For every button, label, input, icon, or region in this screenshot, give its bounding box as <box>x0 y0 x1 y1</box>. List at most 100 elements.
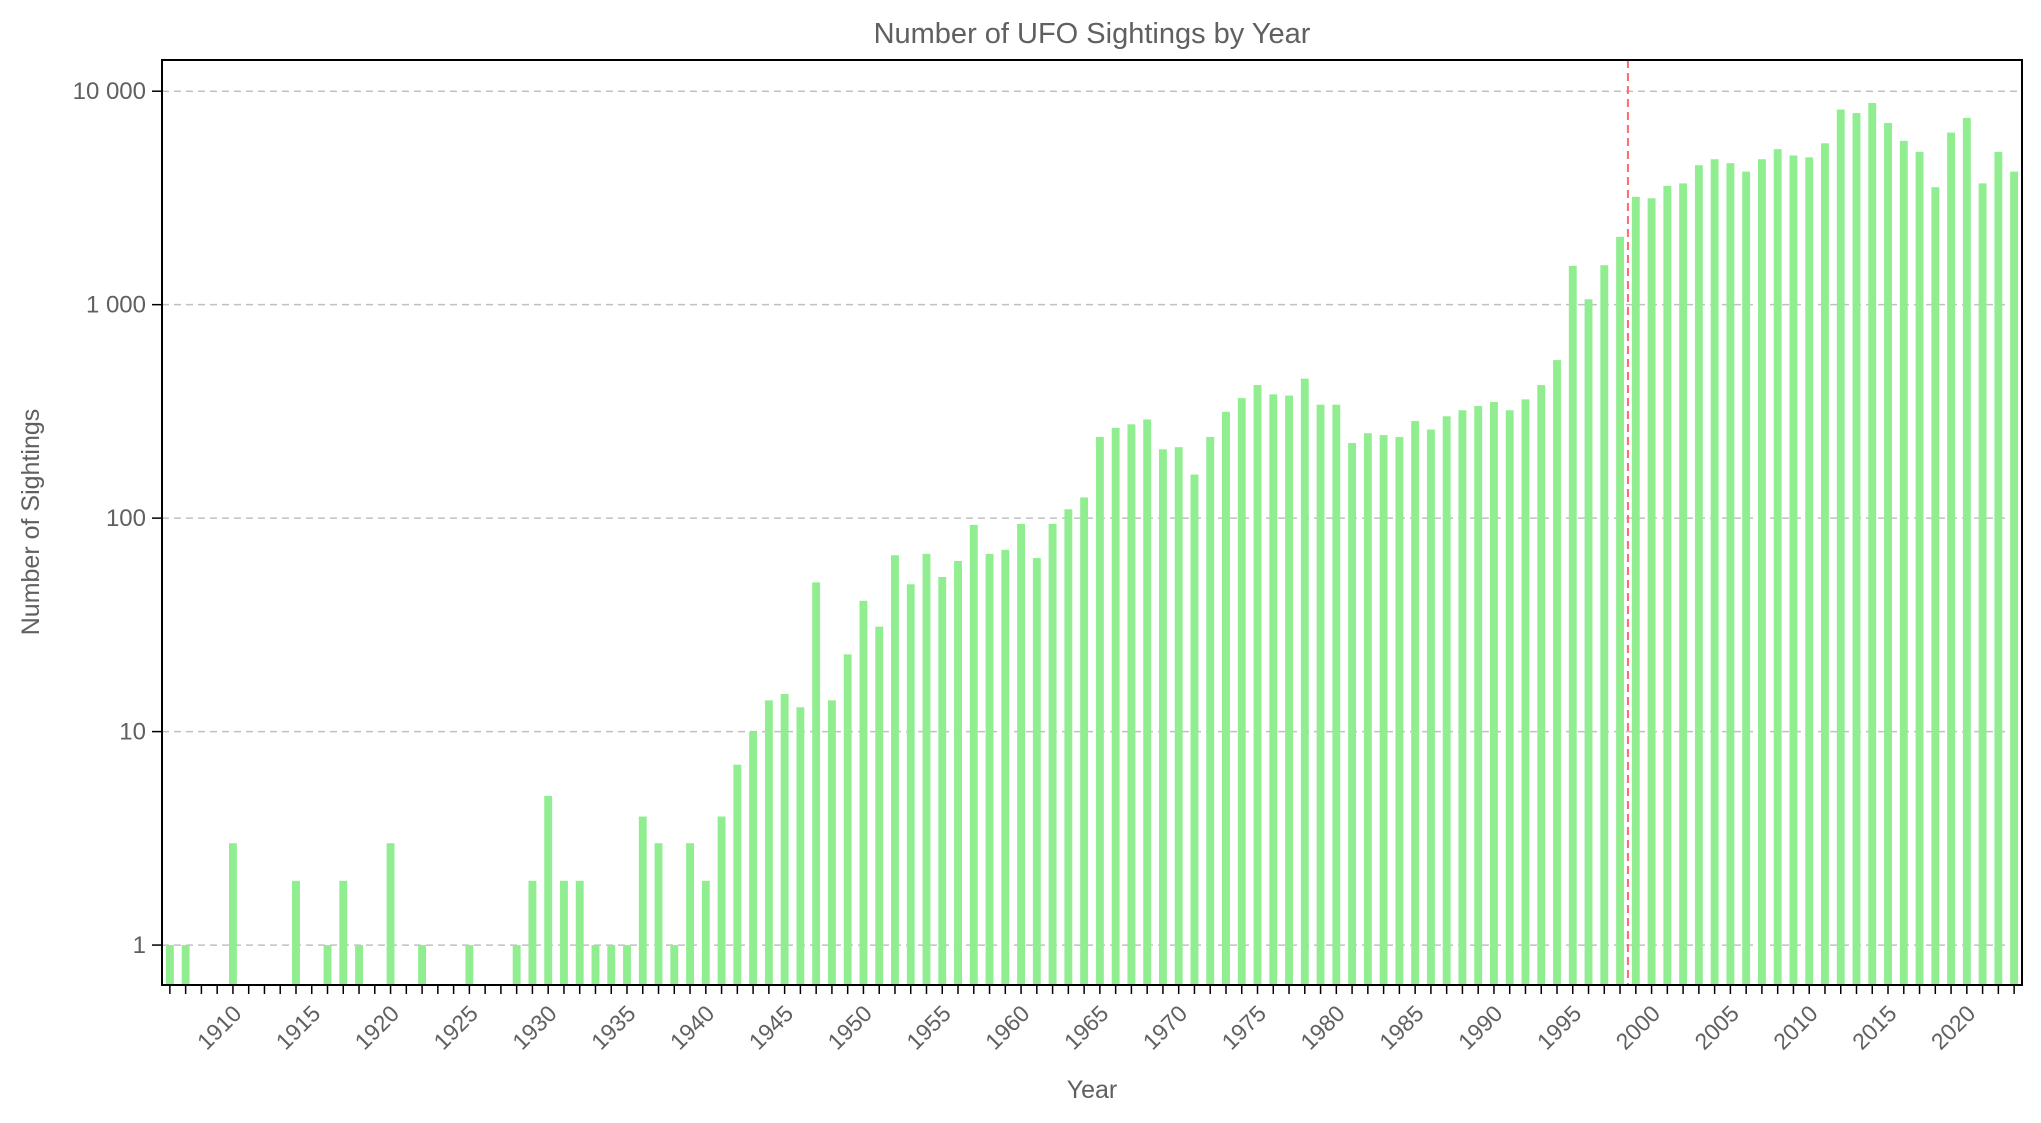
bar-1962 <box>1048 523 1057 985</box>
x-tick-label: 1985 <box>1374 1000 1429 1055</box>
bar-2000 <box>1647 198 1656 985</box>
bar-2007 <box>1757 159 1766 986</box>
bar-1948 <box>827 700 836 985</box>
x-tick-label: 1980 <box>1295 1000 1350 1055</box>
bar-1939 <box>686 843 694 985</box>
bar-1958 <box>985 553 994 985</box>
bar-1986 <box>1426 429 1435 986</box>
bar-2019 <box>1947 132 1956 986</box>
y-axis-label: Number of Sightings <box>17 409 45 636</box>
bar-1934 <box>607 945 616 985</box>
bar-2011 <box>1821 143 1829 985</box>
x-tick-label: 1940 <box>665 1000 720 1055</box>
bar-1969 <box>1158 449 1167 985</box>
x-tick-label: 1920 <box>350 1000 405 1055</box>
bar-2023 <box>2010 171 2019 985</box>
bar-2016 <box>1899 140 1908 985</box>
bar-1993 <box>1537 385 1546 985</box>
bar-1937 <box>654 843 663 985</box>
bar-1990 <box>1490 401 1498 985</box>
y-tick-label: 10 000 <box>73 78 146 105</box>
bar-1941 <box>717 816 726 985</box>
x-tick-label: 1930 <box>507 1000 562 1055</box>
bar-1940 <box>701 880 710 985</box>
bar-1928 <box>512 945 521 985</box>
x-tick-label: 1960 <box>980 1000 1035 1055</box>
bar-2010 <box>1805 157 1814 985</box>
x-axis-label: Year <box>1067 1076 1118 1104</box>
bar-2017 <box>1915 151 1924 985</box>
bar-2006 <box>1742 171 1751 985</box>
bar-1988 <box>1458 410 1467 985</box>
bar-1947 <box>812 582 821 985</box>
bar-1982 <box>1363 433 1372 985</box>
bar-1952 <box>891 555 899 985</box>
x-tick-label: 1995 <box>1532 1000 1587 1055</box>
bar-1974 <box>1237 398 1246 985</box>
bar-2020 <box>1962 117 1971 986</box>
bar-1936 <box>638 816 647 985</box>
bar-2015 <box>1884 122 1892 985</box>
bar-1955 <box>938 576 947 985</box>
bar-2003 <box>1694 165 1703 986</box>
bar-1929 <box>528 880 537 985</box>
bar-1925 <box>465 945 474 985</box>
bar-1989 <box>1474 406 1483 985</box>
bar-1932 <box>575 880 584 985</box>
bar-2022 <box>1994 151 2003 985</box>
bar-1992 <box>1521 399 1530 986</box>
bar-1964 <box>1080 497 1089 985</box>
x-tick-label: 1945 <box>744 1000 799 1055</box>
bar-2013 <box>1852 113 1861 985</box>
bar-1998 <box>1616 236 1624 986</box>
x-tick-label: 1935 <box>586 1000 641 1055</box>
bar-1965 <box>1095 436 1104 985</box>
bar-1991 <box>1505 410 1514 985</box>
y-axis-ticks: 1 10 100 1 000 10 000 <box>73 78 162 959</box>
bar-1954 <box>922 553 931 985</box>
bar-1970 <box>1174 447 1183 985</box>
bar-1942 <box>733 764 742 985</box>
bar-1960 <box>1017 523 1026 985</box>
bar-1959 <box>1001 549 1010 985</box>
bar-1944 <box>764 700 773 985</box>
bar-1935 <box>623 945 631 985</box>
x-tick-label: 1955 <box>901 1000 956 1055</box>
bar-1938 <box>670 945 679 985</box>
bar-1980 <box>1332 404 1341 985</box>
bar-1968 <box>1143 419 1152 985</box>
bar-1999 <box>1631 196 1640 986</box>
bar-1951 <box>875 626 884 985</box>
bar-1930 <box>544 795 553 985</box>
bar-2018 <box>1931 187 1940 985</box>
x-tick-label: 2020 <box>1926 1000 1981 1055</box>
bar-1953 <box>906 584 915 985</box>
x-axis-ticks: 1910 1915 1920 1925 1930 1935 1940 1945 1950 1955… <box>169 985 2015 1055</box>
bar-1961 <box>1032 558 1041 985</box>
bar-1933 <box>591 945 600 985</box>
x-tick-label: 1910 <box>192 1000 247 1055</box>
bar-1975 <box>1253 385 1262 985</box>
bar-1949 <box>843 654 852 985</box>
bar-1950 <box>859 600 868 985</box>
x-tick-label: 2015 <box>1847 1000 1902 1055</box>
x-tick-label: 1970 <box>1138 1000 1193 1055</box>
bar-1987 <box>1442 416 1451 985</box>
bar-2021 <box>1978 183 1987 986</box>
bar-1918 <box>355 945 363 985</box>
x-tick-label: 1925 <box>428 1000 483 1055</box>
x-tick-label: 2005 <box>1689 1000 1744 1055</box>
bar-1977 <box>1285 395 1293 985</box>
bar-1957 <box>969 524 978 985</box>
plot-frame <box>161 59 2023 986</box>
bar-1963 <box>1064 509 1073 985</box>
bar-1922 <box>418 945 427 985</box>
bar-1910 <box>228 843 237 985</box>
bar-1967 <box>1127 424 1136 986</box>
y-tick-label: 1 000 <box>86 292 146 319</box>
bar-1976 <box>1269 394 1278 985</box>
bar-1985 <box>1411 421 1420 985</box>
bar-1978 <box>1300 378 1309 985</box>
bar-1995 <box>1568 265 1577 986</box>
